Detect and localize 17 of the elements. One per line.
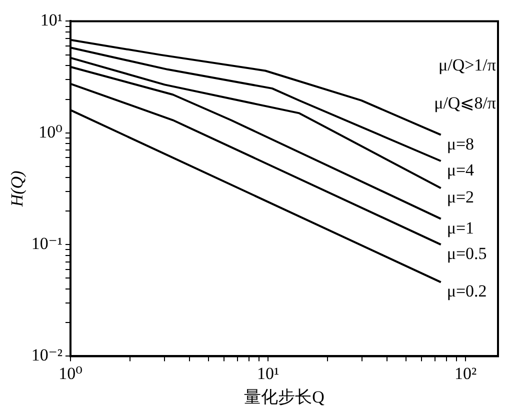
y-tick-label: 10¹: [40, 10, 62, 30]
series-label: μ=2: [446, 188, 474, 207]
x-axis-title: 量化步长Q: [244, 387, 324, 406]
y-tick-label: 10⁻¹: [31, 234, 62, 253]
y-tick-label: 10⁰: [38, 122, 63, 142]
series-label: μ=0.2: [446, 282, 487, 301]
x-tick-label: 10²: [454, 364, 477, 383]
series-label: μ=4: [446, 160, 475, 180]
x-tick-label: 10¹: [256, 364, 280, 383]
x-tick-label: 10⁰: [58, 364, 83, 383]
y-tick-label: 10⁻²: [31, 346, 62, 365]
series-label: μ=8: [446, 134, 474, 154]
series-label: μ=0.5: [446, 244, 487, 263]
annotation: μ/Q>1/π: [438, 56, 496, 75]
series-label: μ=1: [446, 218, 474, 238]
annotation: μ/Q⩽8/π: [434, 94, 496, 113]
y-axis-title: H(Q): [8, 170, 27, 208]
